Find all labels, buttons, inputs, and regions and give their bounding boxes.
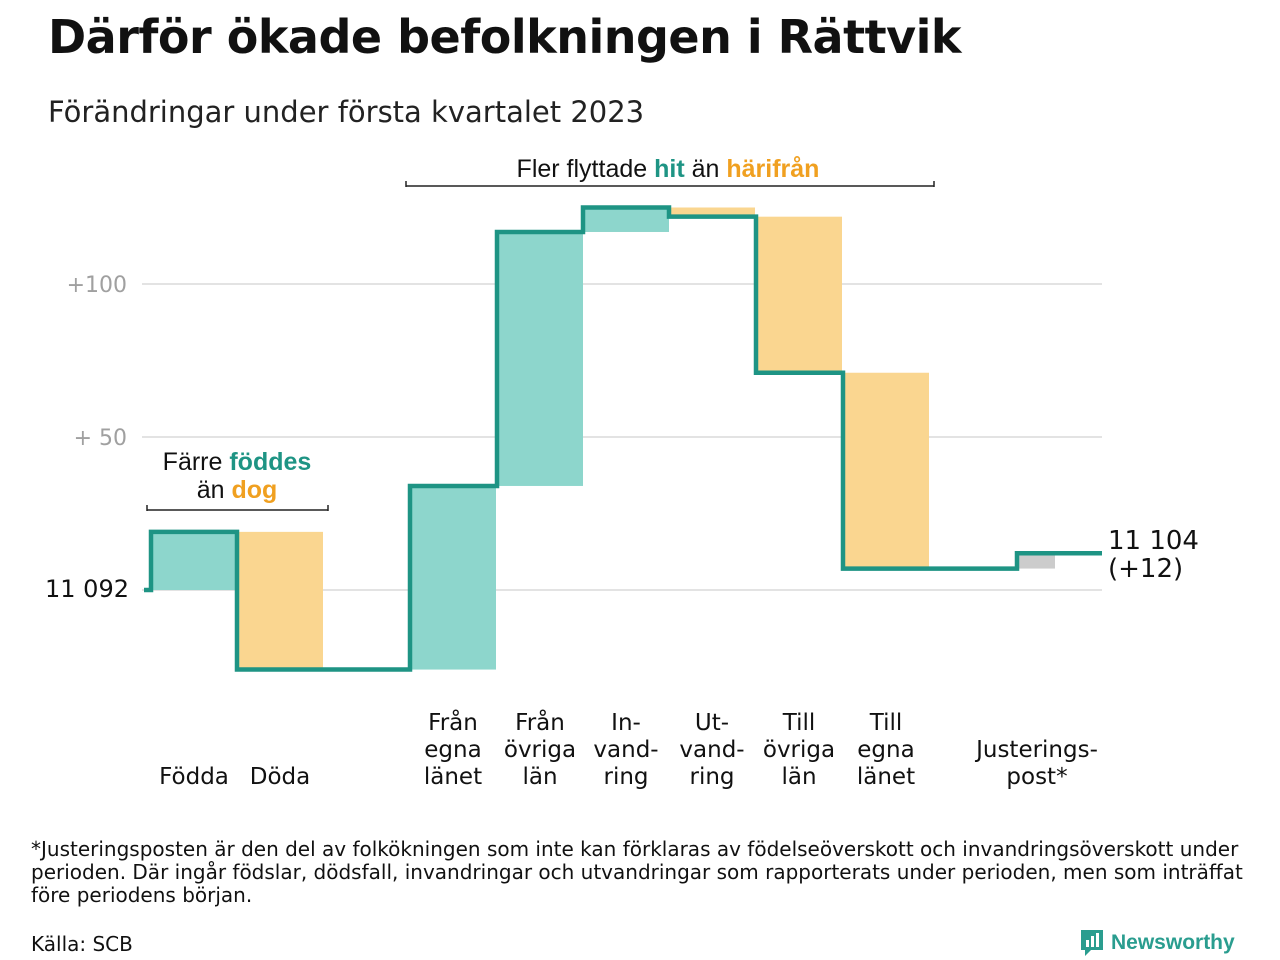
category-label: Födda [159, 764, 229, 790]
step-line [144, 205, 1102, 672]
waterfall-chart: + 50+100 Födda DödaFrånegnalänetFrånövrig… [45, 155, 1199, 790]
start-value-label: 11 092 [45, 575, 129, 603]
category-label: egna [424, 737, 481, 763]
bar-utvandring [669, 207, 755, 217]
brand-logo[interactable]: Newsworthy [1079, 928, 1235, 958]
bar-tillegnalänet [843, 372, 929, 569]
category-label: vand- [679, 737, 744, 763]
annotation-text: än dog [197, 476, 278, 504]
source-label: Källa: SCB [31, 932, 133, 956]
category-label: län [781, 764, 816, 790]
end-change-label: (+12) [1108, 554, 1183, 584]
annotation-part: föddes [229, 448, 311, 476]
annotation-part: än [685, 155, 727, 183]
annotation-part: härifrån [726, 155, 819, 183]
category-label: In- [611, 710, 641, 736]
category-label: Från [428, 708, 478, 736]
newsworthy-logo-icon [1081, 930, 1103, 956]
annotation-part: än [197, 476, 232, 504]
y-tick-label: +100 [67, 273, 127, 298]
chart-subtitle: Förändringar under första kvartalet 2023 [48, 95, 645, 129]
category-label: vand- [593, 737, 658, 763]
label-layer: Födda DödaFrånegnalänetFrånövrigalänIn-va… [45, 526, 1199, 790]
footnote: *Justeringsposten är den del av folkökni… [31, 837, 1243, 907]
y-tick-label: + 50 [74, 426, 127, 451]
category-label: post* [1006, 764, 1067, 790]
category-label: länet [857, 764, 915, 790]
category-label: övriga [504, 737, 576, 763]
category-label: Till [869, 710, 903, 736]
category-label: Döda [250, 764, 310, 790]
chart-title: Därför ökade befolkningen i Rättvik [48, 10, 961, 64]
category-label: Justerings- [974, 737, 1098, 763]
category-label: länet [424, 764, 482, 790]
bar-döda [237, 531, 323, 670]
annotation-part: Fler flyttade [517, 155, 655, 183]
category-label: Till [782, 710, 816, 736]
bar-frånövrigalän [497, 231, 583, 486]
step-line-layer [144, 205, 1102, 672]
annotation-text: Färre föddes [163, 448, 312, 476]
category-label: övriga [763, 737, 835, 763]
category-label: ring [689, 764, 734, 790]
annotation-part: Färre [163, 448, 230, 476]
bar-justeringspost [1017, 553, 1055, 569]
category-label: Ut- [695, 710, 729, 736]
bar-invandring [583, 207, 669, 232]
annotation-text: Fler flyttade hit än härifrån [517, 155, 820, 183]
annotation-part: dog [231, 476, 277, 504]
category-label: län [522, 764, 557, 790]
bar-födda [151, 531, 237, 590]
brand-name: Newsworthy [1111, 931, 1235, 954]
category-label: ring [603, 764, 648, 790]
category-label: egna [857, 737, 914, 763]
bar-tillövrigalän [756, 216, 842, 373]
bar-layer [151, 207, 1055, 670]
category-label: Från [515, 708, 565, 736]
annotation-part: hit [654, 155, 685, 183]
bar-frånegnalänet [410, 485, 496, 670]
end-value-label: 11 104 [1108, 526, 1199, 556]
